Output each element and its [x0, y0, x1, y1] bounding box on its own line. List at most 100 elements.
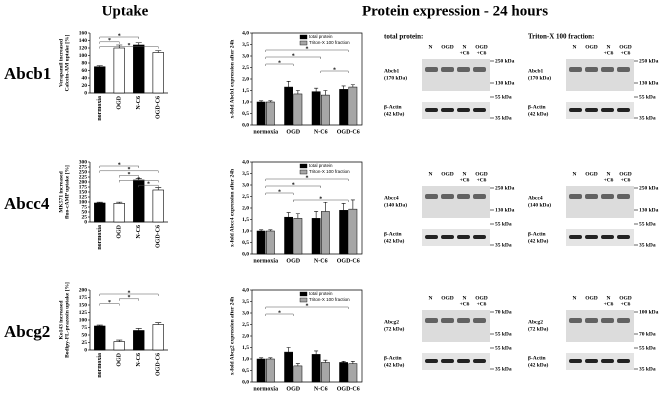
y-tick-label: 150 [79, 302, 88, 308]
x-tick-label: normoxia [97, 353, 103, 378]
error-bar [314, 87, 319, 92]
bar [113, 203, 125, 223]
error-bar [135, 42, 142, 45]
error-bar [341, 85, 346, 90]
y-tick-label: 3,5 [242, 171, 249, 177]
bar [133, 44, 145, 94]
y-axis-label: Calcein-AM uptake [%] [64, 34, 70, 91]
bar [311, 218, 321, 255]
significance-label: * [319, 196, 322, 202]
bar [256, 101, 266, 126]
blot-actin [566, 229, 634, 246]
marker-label: 250 kDa [639, 185, 659, 191]
legend-label: Triton-X 100 fraction [309, 169, 350, 174]
bar [256, 230, 266, 255]
error-bar [268, 100, 273, 102]
significance-bracket [99, 170, 159, 173]
marker-label: 70 kDa [495, 309, 512, 315]
marker-label: 55 kDa [639, 94, 656, 100]
protein-label: Abcc4 [384, 195, 399, 201]
y-tick-label: 75 [82, 204, 88, 210]
marker-label: 250 kDa [639, 58, 659, 64]
y-tick-label: 25 [82, 340, 88, 346]
y-tick-label: 1,0 [242, 228, 249, 234]
band [457, 235, 470, 239]
significance-bracket [265, 185, 321, 188]
band [585, 235, 598, 239]
bar [94, 66, 106, 94]
marker-label: 250 kDa [495, 58, 515, 64]
row-label: Abcc4 [4, 194, 50, 213]
marker-label: 35 kDa [639, 115, 656, 121]
protein-label: (42 kDa) [528, 361, 548, 368]
lane-label: OGD [585, 295, 598, 301]
lane-label: +C6 [621, 50, 631, 56]
marker-label: 55 kDa [495, 94, 512, 100]
blot-target [422, 59, 490, 91]
row-label: Abcb1 [4, 64, 51, 83]
blot-target [566, 310, 634, 342]
y-tick-label: 120 [79, 45, 88, 51]
error-bar [341, 361, 346, 363]
error-bar [116, 201, 123, 204]
lane-label: N [463, 295, 467, 301]
y-tick-label: 4,0 [242, 287, 249, 293]
y-tick-label: 140 [79, 38, 88, 44]
bar [266, 101, 275, 126]
significance-bracket [99, 46, 159, 49]
band [457, 359, 470, 363]
significance-bracket [265, 306, 349, 309]
band [617, 235, 630, 239]
bar [339, 210, 348, 255]
bar [339, 362, 348, 383]
blot-actin [566, 102, 634, 119]
y-tick-label: 4,0 [242, 159, 249, 165]
lane-label: N [607, 171, 611, 177]
lane-label: N [607, 295, 611, 301]
marker-label: 55 kDa [495, 345, 512, 351]
y-tick-label: 2,0 [242, 205, 249, 211]
bar [293, 218, 303, 255]
protein-label: (72 kDa) [528, 325, 548, 332]
y-axis-label: Bodipy-FL-prazosin uptake [%] [64, 282, 70, 358]
x-tick-label: OGD-C6 [156, 353, 162, 376]
marker-label: 35 kDa [495, 115, 512, 121]
marker-label: 70 kDa [639, 331, 656, 337]
protein-label: β-Actin [384, 104, 402, 110]
y-axis-label: fluo-cAMP uptake [%] [64, 165, 70, 219]
lane-label: OGD [441, 295, 454, 301]
lane-label: +C6 [621, 301, 631, 307]
y-tick-label: 125 [79, 194, 88, 200]
error-bar [268, 229, 273, 231]
significance-label: * [147, 182, 150, 188]
error-bar [295, 213, 300, 219]
band [457, 318, 470, 323]
error-bar [259, 100, 264, 102]
lane-label: N [429, 44, 433, 50]
significance-label: * [278, 60, 281, 66]
lane-label: N [429, 171, 433, 177]
error-bar [341, 203, 346, 211]
marker-label: 55 kDa [495, 331, 512, 337]
significance-label: * [118, 162, 121, 168]
blot-actin [566, 353, 634, 370]
y-tick-label: 275 [79, 164, 88, 170]
x-tick-label: N-C6 [314, 129, 328, 135]
error-bar [268, 357, 273, 359]
x-tick-label: N-C6 [314, 258, 328, 264]
protein-label: β-Actin [384, 231, 402, 237]
protein-label: (42 kDa) [384, 110, 404, 117]
blot-target [566, 186, 634, 218]
protein-label: Abcb1 [384, 68, 400, 74]
bar [339, 89, 348, 126]
marker-label: 130 kDa [495, 207, 515, 213]
error-bar [259, 357, 264, 359]
y-tick-label: 2,5 [242, 65, 249, 71]
error-bar [259, 229, 264, 231]
bar [348, 86, 358, 126]
y-tick-label: 0,5 [242, 368, 249, 374]
lane-label: OGD [441, 171, 454, 177]
protein-label: (42 kDa) [528, 237, 548, 244]
legend-swatch [299, 40, 308, 46]
legend-label: total protein [309, 163, 333, 168]
